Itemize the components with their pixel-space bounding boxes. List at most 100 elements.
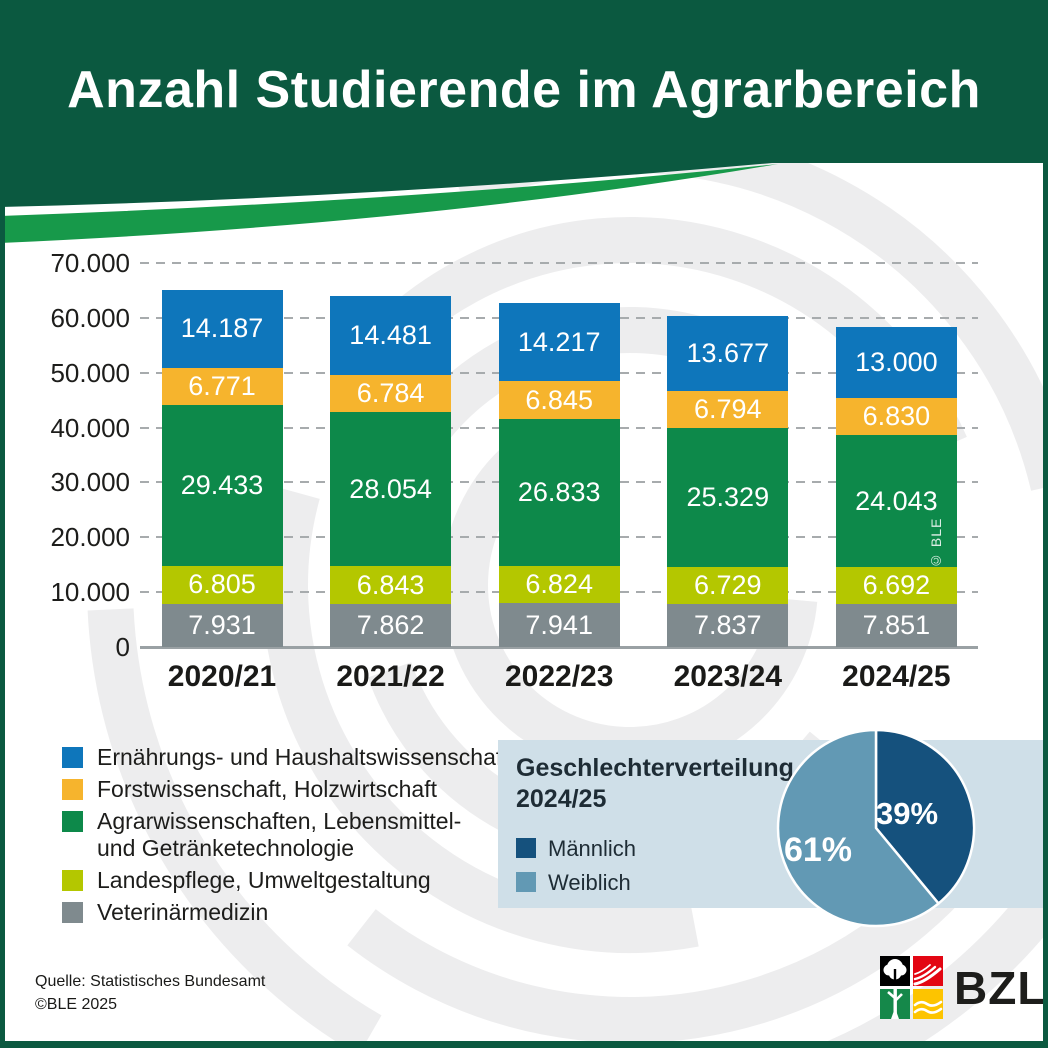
bzl-logo: BZL [880,956,1046,1020]
pie-legend: Männlich Weiblich [516,836,636,895]
ble-watermark-credit: © BLE [928,517,944,569]
pie-legend-swatch [516,838,536,858]
y-axis-tick-label: 60.000 [50,302,130,333]
y-axis-tick-label: 10.000 [50,577,130,608]
segment-value-label: 6.830 [862,401,931,432]
segment-value-label: 7.862 [356,609,425,640]
bar-segment: 24.043 [835,435,957,568]
segment-value-label: 6.729 [694,570,762,601]
x-axis-category-label: 2024/25 [842,660,951,693]
segment-value-label: 6.845 [525,384,593,415]
bar-segment: 14.481 [330,295,452,376]
legend-label: Agrarwissenschaften, Lebensmittel- und G… [97,808,462,861]
bar-segment: 7.851 [835,603,957,647]
stacked-bar-chart: 7.931 6.805 29.433 6.771 14.187 7.862 6.843 28.… [140,262,978,649]
x-axis-category-label: 2023/24 [673,660,783,693]
segment-value-label: 14.187 [180,313,264,344]
bar-segment: 6.824 [498,566,620,604]
bar-segment: 7.931 [161,603,283,647]
segment-value-label: 6.692 [862,570,931,601]
segment-value-label: 13.677 [686,337,770,368]
y-axis-tick-label: 30.000 [50,467,130,498]
pie-slice-männlich [874,728,976,905]
bar-segment: 28.054 [330,412,452,567]
bar-segment: 7.941 [498,603,620,647]
bar-segment: 6.843 [330,566,452,604]
bar-segment: 6.845 [498,381,620,419]
bar-segment: 6.692 [835,567,957,604]
segment-value-label: 7.931 [188,609,256,640]
x-axis-category-label: 2021/22 [336,660,445,693]
bzl-logo-icon [880,956,943,1019]
segment-value-label: 24.043 [855,485,938,516]
pie-legend-swatch [516,872,536,892]
copyright-note: ©BLE 2025 [35,996,118,1013]
frame-border-right [1043,0,1048,1048]
segment-value-label: 14.481 [349,320,432,351]
bar-segment: 13.000 [835,326,957,398]
segment-value-label: 7.941 [525,609,593,640]
gender-panel-title: Geschlechterverteilung 2024/25 [516,754,794,813]
pie-legend-item: Weiblich [516,870,636,895]
legend-label: Landespflege, Umweltgestaltung [97,867,431,893]
segment-value-label: 14.217 [517,326,601,357]
bzl-logo-text: BZL [954,962,1047,1014]
gender-pie-chart [776,728,976,928]
bar-segment: 14.217 [498,303,620,382]
pie-legend-label: Männlich [548,836,637,861]
y-axis-tick-label: 20.000 [50,522,130,553]
frame-border-left [0,0,5,1048]
legend-swatch [62,902,83,923]
segment-value-label: 7.851 [862,609,931,640]
segment-value-label: 6.824 [525,569,593,600]
bar-2020-21: 7.931 6.805 29.433 6.771 14.187 [161,289,283,647]
x-axis-category-label: 2020/21 [167,660,277,693]
pie-legend-label: Weiblich [548,870,631,895]
bar-chart-legend: Ernährungs- und Haushaltswissenschaften F… [62,744,534,926]
legend-label: Forstwissenschaft, Holzwirtschaft [97,776,437,802]
bar-segment: 7.862 [330,603,452,647]
legend-label: Veterinärmedizin [97,899,269,925]
source-note: Quelle: Statistisches Bundesamt [35,973,266,990]
bar-segment: 14.187 [161,289,283,368]
pie-legend-item: Männlich [516,836,636,861]
y-axis-tick-label: 70.000 [50,248,130,278]
legend-item: Veterinärmedizin [62,899,534,926]
pie-label-male: 39% [875,796,939,831]
legend-item: Ernährungs- und Haushaltswissenschaften [62,744,534,771]
footer: Quelle: Statistisches Bundesamt ©BLE 202… [35,970,265,1016]
segment-value-label: 29.433 [180,469,264,500]
bar-segment: 13.677 [667,315,789,391]
bar-segment: 6.784 [330,375,452,413]
legend-swatch [62,779,83,800]
segment-value-label: 26.833 [517,476,601,507]
bar-segment: 6.805 [161,566,283,604]
legend-item: Forstwissenschaft, Holzwirtschaft [62,776,534,803]
y-axis-tick-label: 40.000 [50,412,130,443]
legend-item: Agrarwissenschaften, Lebensmittel- und G… [62,808,534,862]
legend-swatch [62,747,83,768]
segment-value-label: 28.054 [349,473,432,504]
bar-segment: 7.837 [667,604,789,647]
bar-segment: 26.833 [498,418,620,567]
bar-2021-22: 7.862 6.843 28.054 6.784 14.481 [330,295,452,647]
segment-value-label: 6.805 [188,569,256,600]
bar-2024-25: 7.851 6.692 24.043 6.830 13.000 [835,326,957,647]
legend-item: Landespflege, Umweltgestaltung [62,867,534,894]
segment-value-label: 6.771 [188,370,256,401]
bar-segment: 6.830 [835,397,957,436]
bar-segment: 25.329 [667,428,789,568]
y-axis-tick-label: 50.000 [50,357,130,388]
legend-label: Ernährungs- und Haushaltswissenschaften [97,744,535,770]
bar-2022-23: 7.941 6.824 26.833 6.845 14.217 [498,303,620,647]
bar-segment: 6.771 [161,367,283,405]
header-banner [0,0,1048,243]
x-axis-line [140,645,978,649]
frame-border-bottom [0,1041,1048,1048]
segment-value-label: 13.000 [855,346,938,377]
segment-value-label: 7.837 [694,610,762,640]
pie-slice-weiblich [776,728,940,928]
segment-value-label: 6.794 [694,394,762,425]
gridline [140,262,978,264]
